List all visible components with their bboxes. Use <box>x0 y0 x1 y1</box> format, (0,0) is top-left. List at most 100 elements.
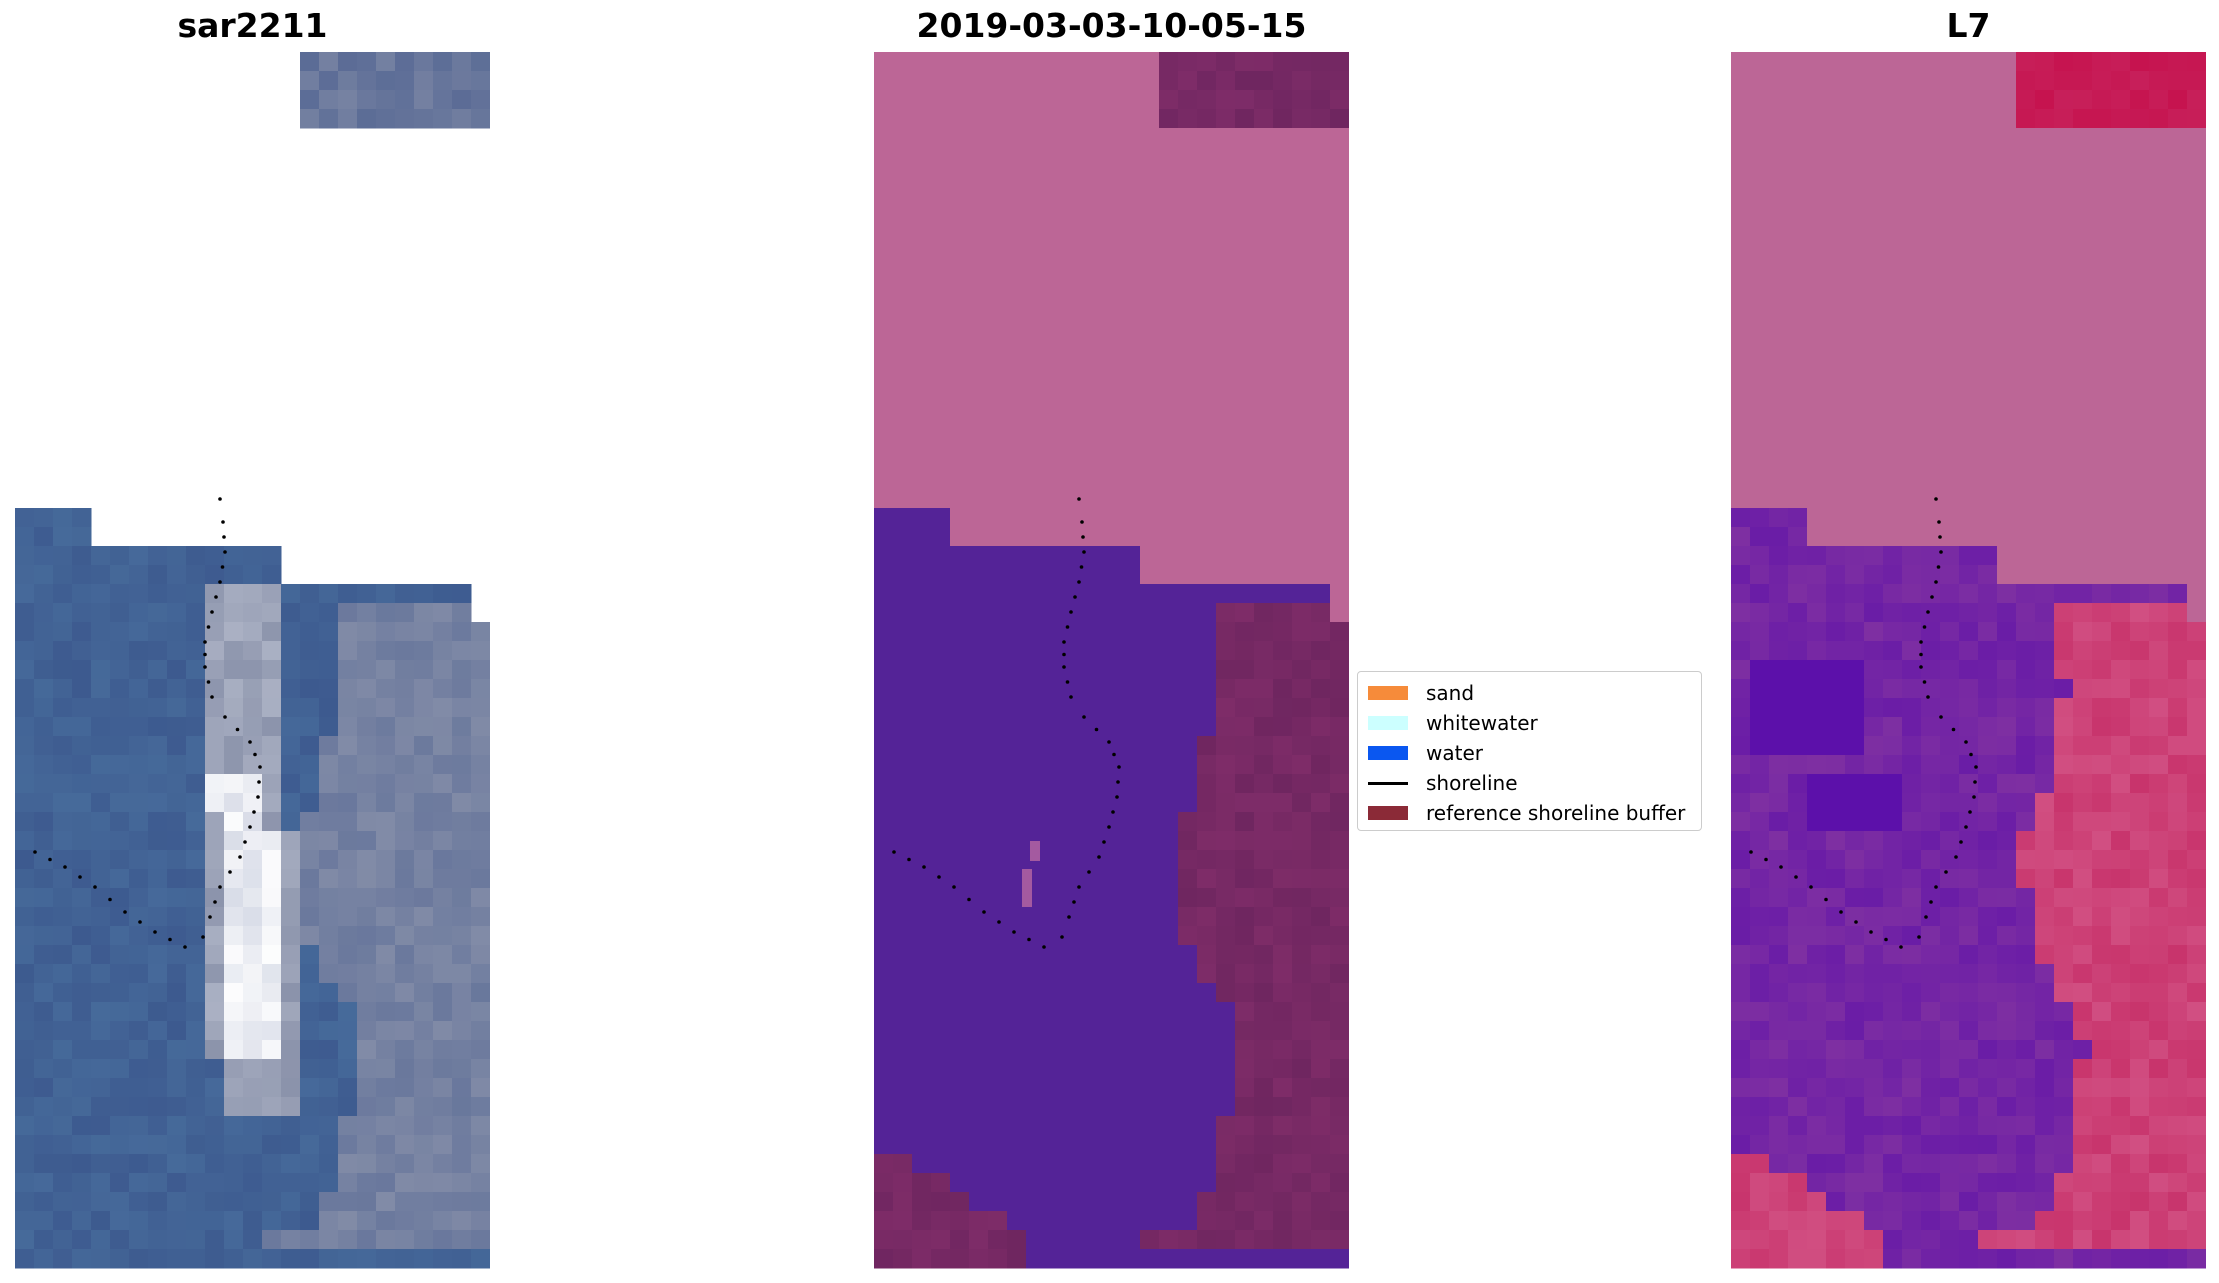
class-pixel <box>1178 185 1198 205</box>
index-pixel <box>2054 90 2074 110</box>
class-pixel <box>1330 1021 1349 1041</box>
class-pixel <box>931 413 951 433</box>
index-pixel <box>2054 1078 2074 1098</box>
class-pixel <box>1311 698 1331 718</box>
index-pixel <box>1978 223 1998 243</box>
index-pixel <box>1769 242 1789 262</box>
class-pixel <box>1216 603 1236 623</box>
index-pixel <box>2149 280 2169 300</box>
index-pixel <box>2130 774 2150 794</box>
class-pixel <box>1197 508 1217 528</box>
class-pixel <box>1178 888 1198 908</box>
class-pixel <box>1254 166 1274 186</box>
rgb-pixel <box>110 1002 130 1022</box>
class-pixel <box>1007 793 1027 813</box>
index-pixel <box>1902 736 1922 756</box>
rgb-pixel <box>395 1135 415 1155</box>
class-pixel <box>950 1021 970 1041</box>
rgb-pixel <box>129 603 149 623</box>
class-pixel <box>1140 850 1160 870</box>
class-pixel <box>1311 1211 1331 1231</box>
rgb-pixel <box>376 1097 396 1117</box>
rgb-pixel <box>53 1249 73 1269</box>
rgb-pixel <box>53 565 73 585</box>
class-pixel <box>1045 204 1065 224</box>
rgb-pixel <box>300 622 320 642</box>
rgb-pixel <box>338 1116 358 1136</box>
class-pixel <box>1235 1002 1255 1022</box>
class-pixel <box>1102 261 1122 281</box>
index-pixel <box>1788 337 1808 357</box>
index-pixel <box>1807 850 1827 870</box>
shoreline-point <box>206 625 211 629</box>
rgb-pixel <box>357 964 377 984</box>
shoreline-point <box>1102 840 1106 844</box>
index-pixel <box>2111 945 2131 965</box>
index-pixel <box>2073 299 2093 319</box>
class-pixel <box>1045 660 1065 680</box>
class-pixel <box>1216 223 1236 243</box>
index-pixel <box>1959 185 1979 205</box>
class-pixel <box>874 52 894 72</box>
index-pixel <box>1864 147 1884 167</box>
class-pixel <box>988 717 1008 737</box>
index-pixel <box>2054 850 2074 870</box>
class-pixel <box>874 185 894 205</box>
class-pixel <box>950 1059 970 1079</box>
index-pixel <box>1769 793 1789 813</box>
rgb-pixel <box>395 983 415 1003</box>
rgb-pixel <box>205 1173 225 1193</box>
index-pixel <box>1826 603 1846 623</box>
legend-entry-reference-buffer: reference shoreline buffer <box>1368 798 1691 828</box>
index-pixel <box>1750 470 1770 490</box>
class-pixel <box>1007 1249 1027 1269</box>
rgb-pixel <box>72 1116 92 1136</box>
index-pixel <box>2168 1021 2188 1041</box>
rgb-pixel <box>167 1078 187 1098</box>
index-pixel <box>2149 432 2169 452</box>
index-pixel <box>2016 1078 2036 1098</box>
class-pixel <box>1254 736 1274 756</box>
index-pixel <box>2054 1135 2074 1155</box>
index-pixel <box>1902 223 1922 243</box>
index-pixel <box>2111 1097 2131 1117</box>
rgb-pixel <box>338 679 358 699</box>
class-pixel <box>969 223 989 243</box>
class-pixel <box>1235 185 1255 205</box>
index-pixel <box>2111 1078 2131 1098</box>
class-pixel <box>1064 774 1084 794</box>
class-pixel <box>1197 489 1217 509</box>
class-pixel <box>988 470 1008 490</box>
class-pixel <box>1102 280 1122 300</box>
index-pixel <box>1807 774 1827 794</box>
class-pixel <box>1311 299 1331 319</box>
rgb-pixel <box>15 736 35 756</box>
class-pixel <box>1026 964 1046 984</box>
class-pixel <box>1311 907 1331 927</box>
index-pixel <box>2016 1211 2036 1231</box>
index-pixel <box>2111 242 2131 262</box>
class-pixel <box>1216 888 1236 908</box>
class-pixel <box>1140 698 1160 718</box>
class-pixel <box>1083 1097 1103 1117</box>
class-pixel <box>1045 280 1065 300</box>
rgb-pixel <box>243 717 263 737</box>
class-pixel <box>931 755 951 775</box>
rgb-pixel <box>110 850 130 870</box>
class-pixel <box>1007 1135 1027 1155</box>
class-pixel <box>1273 470 1293 490</box>
index-pixel <box>1769 337 1789 357</box>
class-pixel <box>1292 850 1312 870</box>
class-pixel <box>1083 945 1103 965</box>
index-pixel <box>2168 375 2188 395</box>
index-pixel <box>1921 470 1941 490</box>
rgb-pixel <box>167 679 187 699</box>
index-pixel <box>1997 926 2017 946</box>
class-pixel <box>931 527 951 547</box>
rgb-pixel <box>186 717 206 737</box>
index-pixel <box>1807 926 1827 946</box>
rgb-pixel <box>167 812 187 832</box>
index-pixel <box>1731 470 1751 490</box>
index-pixel <box>1731 1154 1751 1174</box>
rgb-pixel <box>15 698 35 718</box>
